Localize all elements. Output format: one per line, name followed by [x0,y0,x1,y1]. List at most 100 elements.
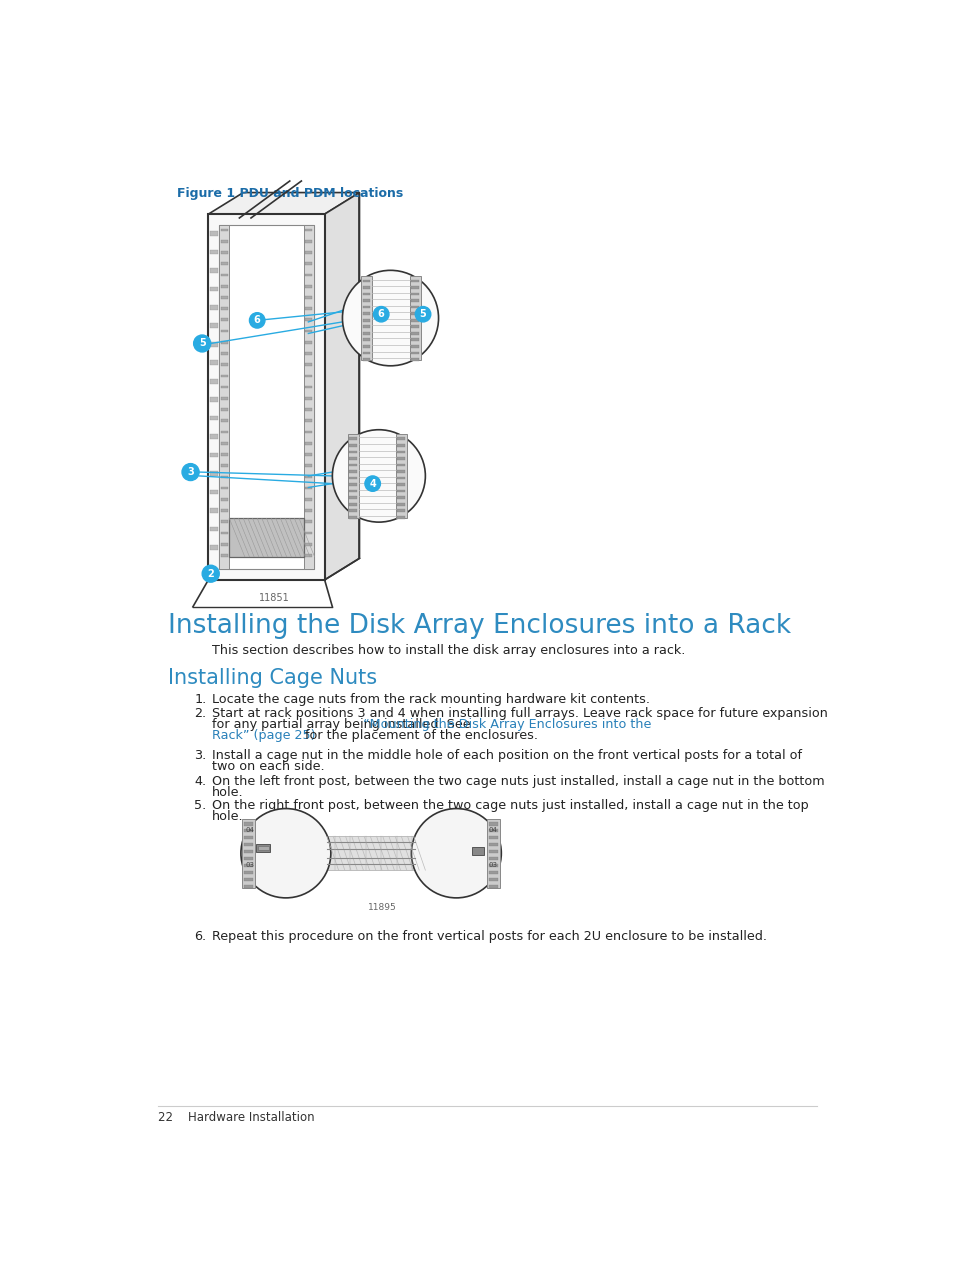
Bar [362,299,370,302]
Bar [411,286,418,289]
Bar [397,503,405,506]
Bar [244,836,253,839]
Text: 3.: 3. [194,750,207,763]
Bar [397,464,405,466]
Text: On the right front post, between the two cage nuts just installed, install a cag: On the right front post, between the two… [212,799,808,812]
Polygon shape [208,193,359,214]
Bar [210,379,218,384]
Bar [362,358,370,361]
Bar [220,442,228,445]
Bar [220,229,228,231]
Bar [220,431,228,433]
Bar [244,830,253,833]
Bar [397,510,405,512]
Bar [349,510,356,512]
Text: 2.: 2. [194,707,207,719]
Text: Repeat this procedure on the front vertical posts for each 2U enclosure to be in: Repeat this procedure on the front verti… [212,930,766,943]
Text: 6.: 6. [194,930,207,943]
Text: Locate the cage nuts from the rack mounting hardware kit contents.: Locate the cage nuts from the rack mount… [212,693,650,707]
Text: for the placement of the enclosures.: for the placement of the enclosures. [301,730,537,742]
Bar [244,864,253,867]
Bar [411,292,418,295]
Bar [210,361,218,365]
Bar [220,487,228,489]
Bar [220,510,228,512]
Bar [488,830,497,833]
Bar [220,397,228,399]
Bar [220,375,228,377]
Bar [244,871,253,874]
Bar [210,286,218,291]
Text: hole.: hole. [212,811,244,824]
Bar [488,864,497,867]
Bar [210,398,218,402]
Text: 11895: 11895 [368,904,396,913]
Bar [220,341,228,343]
Text: 22    Hardware Installation: 22 Hardware Installation [158,1111,314,1124]
Bar [210,526,218,531]
Bar [411,299,418,302]
Bar [305,364,312,366]
Bar [397,516,405,519]
Bar [305,554,312,557]
Text: 04: 04 [488,826,497,833]
Circle shape [415,306,431,322]
Bar [305,240,312,243]
Circle shape [249,313,265,328]
Text: 4.: 4. [194,775,207,788]
Bar [303,225,314,569]
Text: On the left front post, between the two cage nuts just installed, install a cage: On the left front post, between the two … [212,775,824,788]
Bar [210,305,218,310]
Text: Start at rack positions 3 and 4 when installing full arrays. Leave rack space fo: Start at rack positions 3 and 4 when ins… [212,707,827,719]
Bar [362,332,370,334]
Text: 5: 5 [198,338,205,348]
Bar [244,843,253,846]
Bar [411,280,418,282]
Text: 2: 2 [207,568,213,578]
Text: Installing Cage Nuts: Installing Cage Nuts [168,669,376,689]
Circle shape [373,306,389,322]
Bar [305,319,312,322]
Bar [305,452,312,456]
Bar [220,498,228,501]
Bar [220,352,228,355]
Circle shape [411,808,500,897]
Bar [349,470,356,473]
Bar [256,844,270,852]
Bar [397,458,405,460]
Bar [411,306,418,309]
Text: Install a cage nut in the middle hole of each position on the front vertical pos: Install a cage nut in the middle hole of… [212,750,801,763]
Text: hole.: hole. [212,785,244,799]
Bar [305,308,312,310]
Bar [305,464,312,466]
Bar [411,325,418,328]
Bar [210,508,218,513]
Bar [220,452,228,456]
Bar [305,431,312,433]
Text: Rack” (page 25): Rack” (page 25) [212,730,315,742]
Text: for any partial array being installed. See: for any partial array being installed. S… [212,718,471,731]
Bar [305,375,312,377]
Bar [395,433,406,519]
Bar [362,352,370,355]
Bar [210,323,218,328]
Bar [244,822,253,825]
Bar [305,442,312,445]
Bar [305,262,312,266]
Bar [210,342,218,347]
Bar [220,419,228,422]
Text: 3: 3 [187,466,193,477]
Bar [349,477,356,479]
Bar [305,419,312,422]
Bar [349,503,356,506]
Bar [257,845,269,850]
Bar [210,231,218,235]
Bar [397,477,405,479]
Text: 1.: 1. [194,693,207,707]
Bar [210,545,218,550]
Bar [488,822,497,825]
Bar [220,319,228,322]
Bar [362,344,370,348]
Bar [220,543,228,545]
Bar [362,313,370,315]
